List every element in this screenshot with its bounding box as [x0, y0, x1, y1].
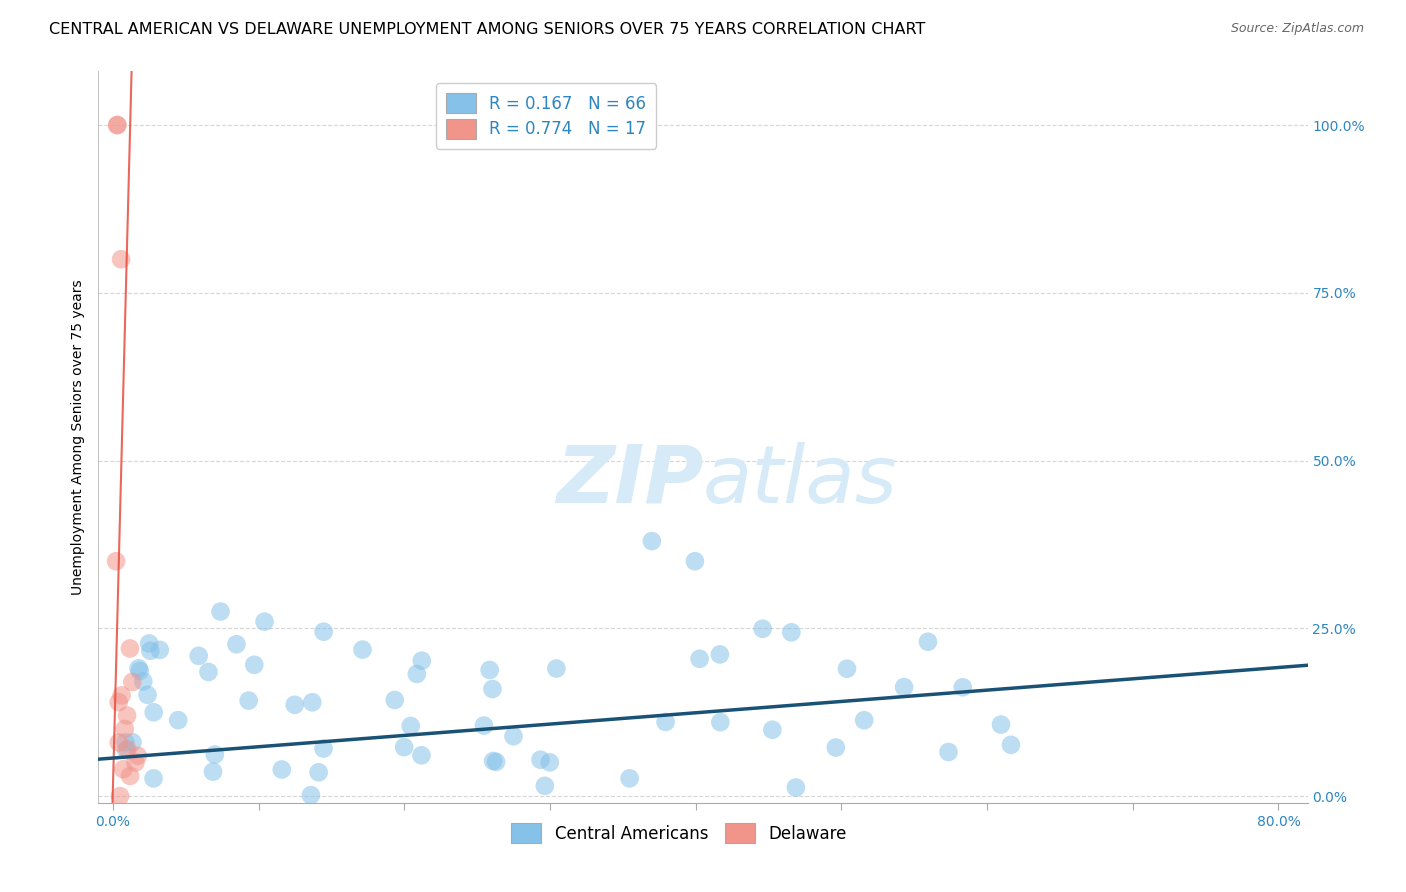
Text: Source: ZipAtlas.com: Source: ZipAtlas.com — [1230, 22, 1364, 36]
Point — [110, 689, 132, 703]
Point — [142, 772, 165, 786]
Point — [308, 765, 330, 780]
Point — [683, 554, 706, 568]
Point — [405, 667, 427, 681]
Point — [299, 788, 322, 802]
Point — [853, 713, 876, 727]
Point — [121, 675, 143, 690]
Point — [136, 688, 159, 702]
Point — [533, 779, 555, 793]
Point — [142, 706, 165, 720]
Point — [114, 722, 136, 736]
Point — [485, 755, 508, 769]
Point — [709, 648, 731, 662]
Point — [105, 554, 128, 568]
Text: ZIP: ZIP — [555, 442, 703, 520]
Point — [780, 625, 803, 640]
Point — [124, 756, 146, 770]
Point — [312, 624, 335, 639]
Point — [481, 681, 503, 696]
Point — [761, 723, 783, 737]
Point — [411, 748, 433, 763]
Legend: Central Americans, Delaware: Central Americans, Delaware — [505, 817, 853, 849]
Point — [225, 637, 247, 651]
Point — [204, 747, 226, 762]
Point — [917, 634, 939, 648]
Point — [952, 680, 974, 694]
Point — [619, 772, 641, 786]
Point — [243, 657, 266, 672]
Point — [115, 708, 138, 723]
Point — [128, 661, 150, 675]
Point — [114, 735, 136, 749]
Point — [785, 780, 807, 795]
Point — [112, 762, 135, 776]
Point — [990, 717, 1012, 731]
Point — [751, 622, 773, 636]
Point — [1000, 738, 1022, 752]
Point — [108, 789, 131, 803]
Point — [139, 644, 162, 658]
Point — [138, 636, 160, 650]
Point — [399, 719, 422, 733]
Point — [120, 769, 142, 783]
Point — [641, 534, 664, 549]
Point — [149, 643, 172, 657]
Point — [546, 661, 568, 675]
Point — [118, 641, 141, 656]
Point — [824, 740, 846, 755]
Point — [197, 665, 219, 679]
Point — [115, 743, 138, 757]
Point — [284, 698, 307, 712]
Point — [478, 663, 501, 677]
Point — [128, 664, 150, 678]
Point — [187, 648, 209, 663]
Point — [107, 695, 129, 709]
Point — [238, 693, 260, 707]
Point — [105, 118, 128, 132]
Text: atlas: atlas — [703, 442, 898, 520]
Point — [835, 662, 858, 676]
Point — [384, 693, 406, 707]
Point — [893, 680, 915, 694]
Text: CENTRAL AMERICAN VS DELAWARE UNEMPLOYMENT AMONG SENIORS OVER 75 YEARS CORRELATIO: CENTRAL AMERICAN VS DELAWARE UNEMPLOYMEN… — [49, 22, 925, 37]
Point — [253, 615, 276, 629]
Point — [127, 748, 149, 763]
Point — [654, 714, 676, 729]
Point — [411, 654, 433, 668]
Point — [110, 252, 132, 267]
Y-axis label: Unemployment Among Seniors over 75 years: Unemployment Among Seniors over 75 years — [72, 279, 86, 595]
Point — [689, 652, 711, 666]
Point — [132, 674, 155, 689]
Point — [301, 695, 323, 709]
Point — [108, 735, 131, 749]
Point — [270, 763, 292, 777]
Point — [352, 642, 374, 657]
Point — [472, 718, 495, 732]
Point — [209, 605, 232, 619]
Point — [312, 741, 335, 756]
Point — [121, 735, 143, 749]
Point — [502, 729, 524, 743]
Point — [105, 118, 128, 132]
Point — [709, 715, 731, 730]
Point — [167, 713, 190, 727]
Point — [538, 756, 561, 770]
Point — [202, 764, 225, 779]
Point — [117, 742, 139, 756]
Point — [938, 745, 960, 759]
Point — [529, 753, 551, 767]
Point — [392, 740, 415, 755]
Point — [482, 754, 505, 768]
